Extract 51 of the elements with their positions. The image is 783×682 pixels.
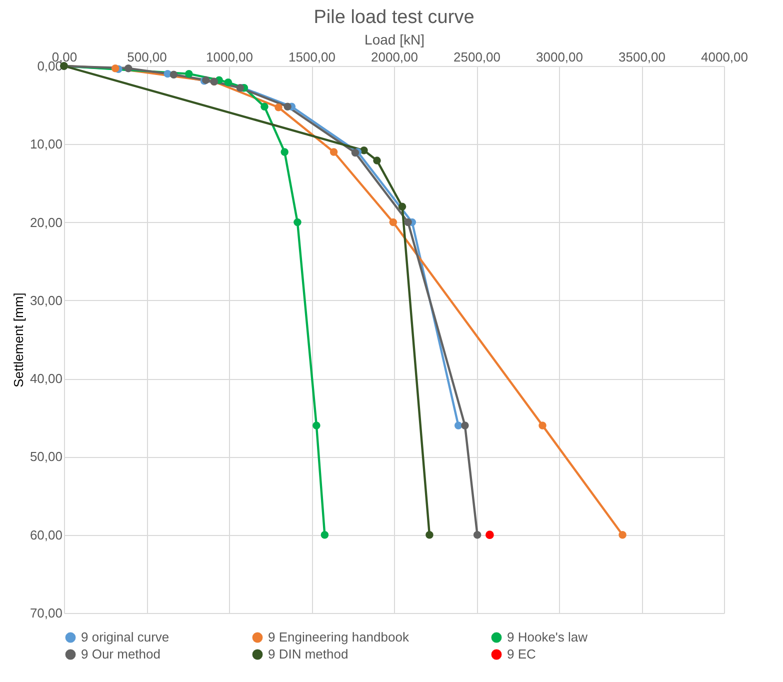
point <box>373 156 381 164</box>
point <box>170 70 178 78</box>
legend-label: 9 original curve <box>81 630 170 645</box>
point <box>312 422 320 430</box>
x-tick-label: 500,00 <box>127 50 167 64</box>
point <box>236 84 244 92</box>
point <box>360 146 368 154</box>
point <box>320 530 329 539</box>
point <box>351 148 360 157</box>
x-tick-label: 1500,00 <box>288 50 336 64</box>
point <box>473 530 482 539</box>
y-tick-label: 70,00 <box>30 606 62 620</box>
point <box>280 148 288 156</box>
point <box>404 218 412 226</box>
point <box>294 218 302 226</box>
x-tick-label: 1000,00 <box>206 50 253 64</box>
point <box>224 78 232 86</box>
x-tick-label: 3500,00 <box>618 50 666 64</box>
x-tick-label: 2500,00 <box>454 50 500 64</box>
x-axis-title: Load [kN] <box>364 32 424 48</box>
y-tick-label: 20,00 <box>30 214 62 230</box>
y-tick-label: 40,00 <box>30 371 62 386</box>
x-tick-label: 4000,00 <box>701 50 748 64</box>
point <box>426 530 434 539</box>
point <box>461 422 469 430</box>
y-tick-label: 30,00 <box>30 292 62 308</box>
x-tick-label: 2000,00 <box>371 50 418 64</box>
point <box>274 104 282 112</box>
point <box>185 70 193 78</box>
point <box>260 102 268 110</box>
y-tick-label: 60,00 <box>30 527 62 542</box>
y-tick-label: 50,00 <box>30 449 62 464</box>
point <box>486 530 494 540</box>
point <box>618 530 626 539</box>
point <box>124 64 132 72</box>
x-tick-label: 3000,00 <box>536 50 583 64</box>
point <box>284 102 292 110</box>
point <box>389 218 398 226</box>
y-axis-title: Settlement [mm] <box>10 292 26 388</box>
point <box>330 148 338 156</box>
legend-label: 9 DIN method <box>268 646 348 662</box>
point <box>111 64 120 72</box>
point <box>538 422 546 430</box>
point <box>398 202 406 211</box>
point <box>454 422 462 430</box>
chart-title: Pile load test curve <box>314 7 474 28</box>
legend-label: 9 Our method <box>81 646 160 662</box>
legend-label: 9 EC <box>507 646 536 662</box>
y-tick-label: 10,00 <box>30 136 62 152</box>
legend-label: 9 Engineering handbook <box>268 630 410 645</box>
legend-label: 9 Hooke's law <box>507 630 588 645</box>
